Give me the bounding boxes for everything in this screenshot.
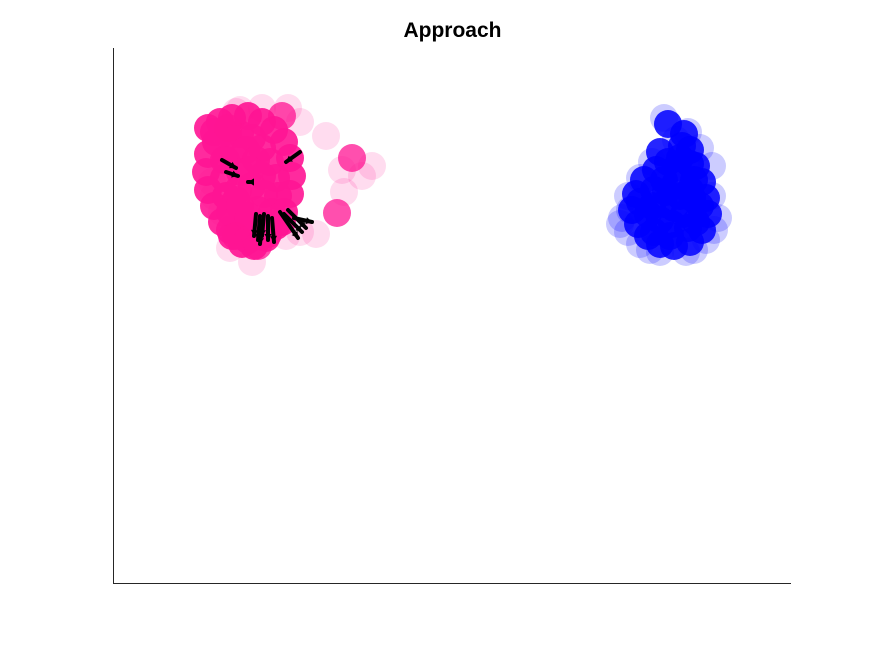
data-point [668, 132, 696, 160]
data-point [358, 152, 386, 180]
data-point [302, 220, 330, 248]
data-point [626, 230, 654, 258]
data-point [216, 234, 244, 262]
data-point [614, 182, 642, 210]
data-point [672, 238, 700, 266]
data-point [214, 114, 242, 142]
data-point [616, 196, 644, 224]
data-point [686, 134, 714, 162]
data-point [606, 210, 634, 238]
data-point [286, 108, 314, 136]
data-point [198, 168, 226, 196]
data-point [614, 218, 642, 246]
arrow-head [286, 155, 293, 162]
data-point [330, 178, 358, 206]
data-point [208, 198, 236, 226]
data-point [338, 144, 366, 172]
data-point [636, 236, 664, 264]
data-point [323, 199, 351, 227]
arrow-head [231, 170, 238, 178]
data-point [222, 98, 250, 126]
arrow-head [229, 161, 236, 169]
data-point [698, 182, 726, 210]
data-point [222, 186, 250, 214]
data-point [676, 176, 704, 204]
points-layer [192, 94, 732, 276]
data-point [238, 248, 266, 276]
arrow-head [295, 225, 302, 232]
data-point [608, 204, 636, 232]
data-point [646, 238, 674, 266]
data-point [698, 152, 726, 180]
arrow-head [248, 178, 254, 186]
data-point [700, 216, 728, 244]
arrows-layer [220, 150, 314, 246]
arrow-head [250, 229, 259, 236]
data-point [248, 94, 276, 122]
data-point [638, 148, 666, 176]
data-point [640, 218, 668, 246]
data-point [662, 126, 690, 154]
data-point [312, 122, 340, 150]
data-point [682, 208, 710, 236]
arrow-head [291, 231, 298, 238]
data-point [692, 226, 720, 254]
arrow-head [256, 237, 265, 244]
chart-title: Approach [403, 19, 502, 42]
data-point [274, 94, 302, 122]
data-point [626, 164, 654, 192]
data-point [268, 208, 296, 236]
data-point [268, 102, 296, 130]
data-point [328, 156, 356, 184]
data-point [348, 162, 376, 190]
data-point [626, 188, 654, 216]
data-point [662, 154, 690, 182]
arrow-head [269, 235, 278, 242]
data-point [244, 232, 272, 260]
data-point [680, 236, 708, 264]
arrow-head [305, 217, 312, 225]
data-point [222, 222, 250, 250]
data-point [674, 118, 702, 146]
arrow-head [299, 221, 306, 228]
data-point [652, 178, 680, 206]
data-point [704, 204, 732, 232]
data-point [650, 104, 678, 132]
data-point [200, 182, 228, 210]
data-point [226, 96, 254, 124]
arrow-head [264, 234, 272, 240]
